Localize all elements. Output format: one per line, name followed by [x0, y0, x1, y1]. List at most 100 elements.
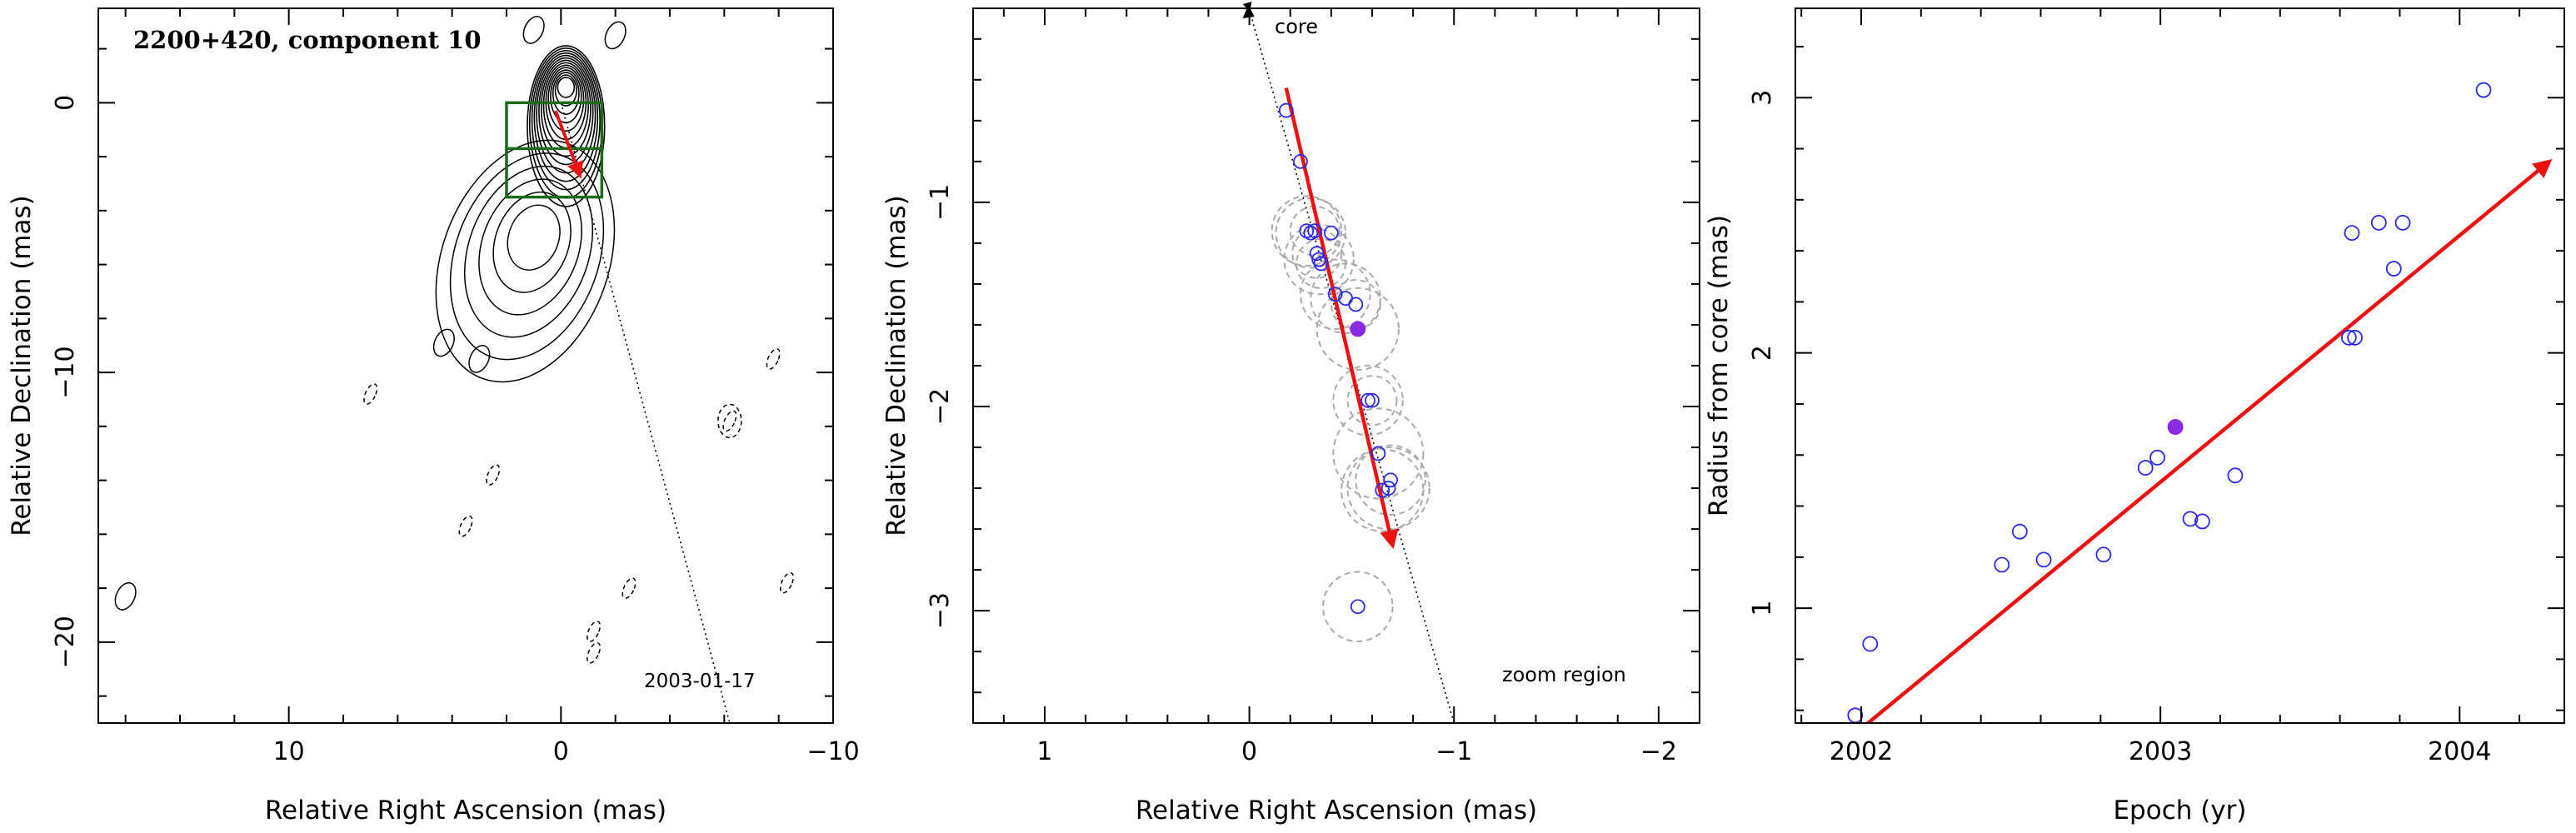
- negative-contour: [622, 577, 637, 599]
- x-tick-label: −2: [1640, 737, 1677, 766]
- y-tick-label: −3: [926, 592, 955, 629]
- x-tick-label: 2002: [1830, 737, 1893, 766]
- x-tick-label: 2004: [2428, 737, 2491, 766]
- data-point: [2344, 225, 2360, 242]
- data-point: [1862, 636, 1879, 652]
- epoch-annotation: 2003-01-17: [644, 671, 756, 692]
- jet-contour: [464, 165, 594, 338]
- panel-zoom-scatter: 1 0 −1 −2 −1 −2 −3 Relative Right Ascension (ma…: [881, 1, 1700, 826]
- panel-title: 2200+420, component 10: [133, 26, 482, 54]
- y-tick-label: −2: [926, 388, 955, 425]
- core-contour: [533, 52, 599, 182]
- isolated-contour: [432, 328, 455, 357]
- jet-contour: [449, 152, 605, 361]
- data-point: [1847, 707, 1864, 724]
- data-point: [1293, 153, 1308, 169]
- fit-arrow: [1865, 158, 2553, 723]
- y-tick-label: −1: [926, 184, 955, 221]
- x-tick-label: 2003: [2129, 737, 2192, 766]
- core-contour: [540, 59, 592, 157]
- core-contour: [527, 45, 606, 207]
- data-point: [2194, 513, 2210, 530]
- error-circle: [1332, 407, 1425, 500]
- plot-frame: [972, 7, 1700, 724]
- negative-contour: [486, 464, 501, 486]
- contour-map: [114, 16, 794, 664]
- data-point: [2370, 214, 2387, 231]
- negative-contour: [717, 403, 742, 439]
- data-point: [1313, 256, 1329, 272]
- data-point: [1380, 481, 1396, 496]
- data-point: [1383, 472, 1398, 488]
- error-circle: [1315, 287, 1400, 372]
- data-point: [1365, 392, 1380, 408]
- data-point: [1278, 102, 1294, 118]
- jet-contour: [492, 191, 572, 293]
- error-circle: [1330, 278, 1381, 330]
- core-contour: [552, 72, 580, 115]
- error-circle: [1300, 258, 1371, 330]
- highlighted-point: [1350, 321, 1366, 337]
- plot-frame: [1795, 7, 2565, 724]
- data-point: [2347, 329, 2363, 346]
- x-tick-label: −10: [806, 737, 859, 766]
- data-point: [2137, 460, 2154, 476]
- data-point: [2475, 82, 2492, 98]
- jet-contour: [507, 204, 561, 271]
- highlighted-point: [2167, 419, 2184, 436]
- y-tick-label: −20: [51, 616, 80, 668]
- negative-contour: [458, 515, 473, 537]
- error-circle: [1346, 375, 1398, 426]
- y-tick-label: 1: [1748, 601, 1777, 616]
- x-tick-label: 0: [553, 737, 569, 766]
- data-point: [2095, 546, 2112, 563]
- x-axis-label: Relative Right Ascension (mas): [1136, 796, 1537, 826]
- zoom-region-label: zoom region: [1502, 663, 1626, 686]
- y-axis-label: Relative Declination (mas): [7, 195, 37, 536]
- data-point: [1307, 223, 1323, 239]
- data-point: [1309, 246, 1325, 262]
- negative-contour: [766, 348, 781, 370]
- core-contour: [536, 54, 597, 174]
- data-point: [2035, 551, 2052, 568]
- data-point: [1370, 446, 1386, 461]
- plot-frame: [97, 7, 834, 724]
- isolated-contour: [468, 345, 491, 373]
- isolated-contour: [522, 16, 545, 44]
- y-axis-label: Relative Declination (mas): [881, 195, 911, 536]
- motion-arrow: [1284, 87, 1399, 550]
- data-point: [2182, 511, 2199, 527]
- negative-contour: [587, 642, 602, 664]
- y-tick-label: 0: [51, 95, 80, 111]
- error-circle: [1322, 571, 1394, 643]
- motion-arrow: [553, 110, 583, 179]
- data-point: [2011, 523, 2028, 540]
- core-contour: [554, 74, 577, 107]
- x-tick-label: 1: [1036, 737, 1052, 766]
- data-point: [1348, 297, 1364, 312]
- data-point: [2394, 214, 2411, 231]
- core-contour: [531, 49, 601, 191]
- error-circle: [1271, 195, 1343, 267]
- data-point: [1327, 287, 1343, 302]
- y-tick-label: 3: [1748, 90, 1777, 106]
- data-point: [1360, 392, 1375, 408]
- y-axis-label: Radius from core (mas): [1704, 215, 1734, 516]
- jet-contour: [435, 139, 616, 383]
- error-circle: [1355, 444, 1426, 516]
- x-tick-label: 0: [1241, 737, 1257, 766]
- negative-contour: [722, 410, 737, 432]
- data-point: [2227, 467, 2244, 484]
- core-contour: [547, 67, 585, 132]
- data-point: [2149, 449, 2165, 466]
- negative-contour: [779, 571, 794, 594]
- data-point: [1350, 599, 1365, 615]
- data-point: [2341, 329, 2357, 346]
- x-axis-label: Epoch (yr): [2113, 796, 2246, 826]
- panel-radius-epoch: 2002 2003 2004 1 2 3 Epoch (yr) Radius from cor…: [1704, 7, 2565, 826]
- core-label: core: [1275, 15, 1318, 38]
- data-point: [1375, 482, 1390, 498]
- isolated-contour: [604, 21, 627, 50]
- x-tick-label: −1: [1435, 737, 1472, 766]
